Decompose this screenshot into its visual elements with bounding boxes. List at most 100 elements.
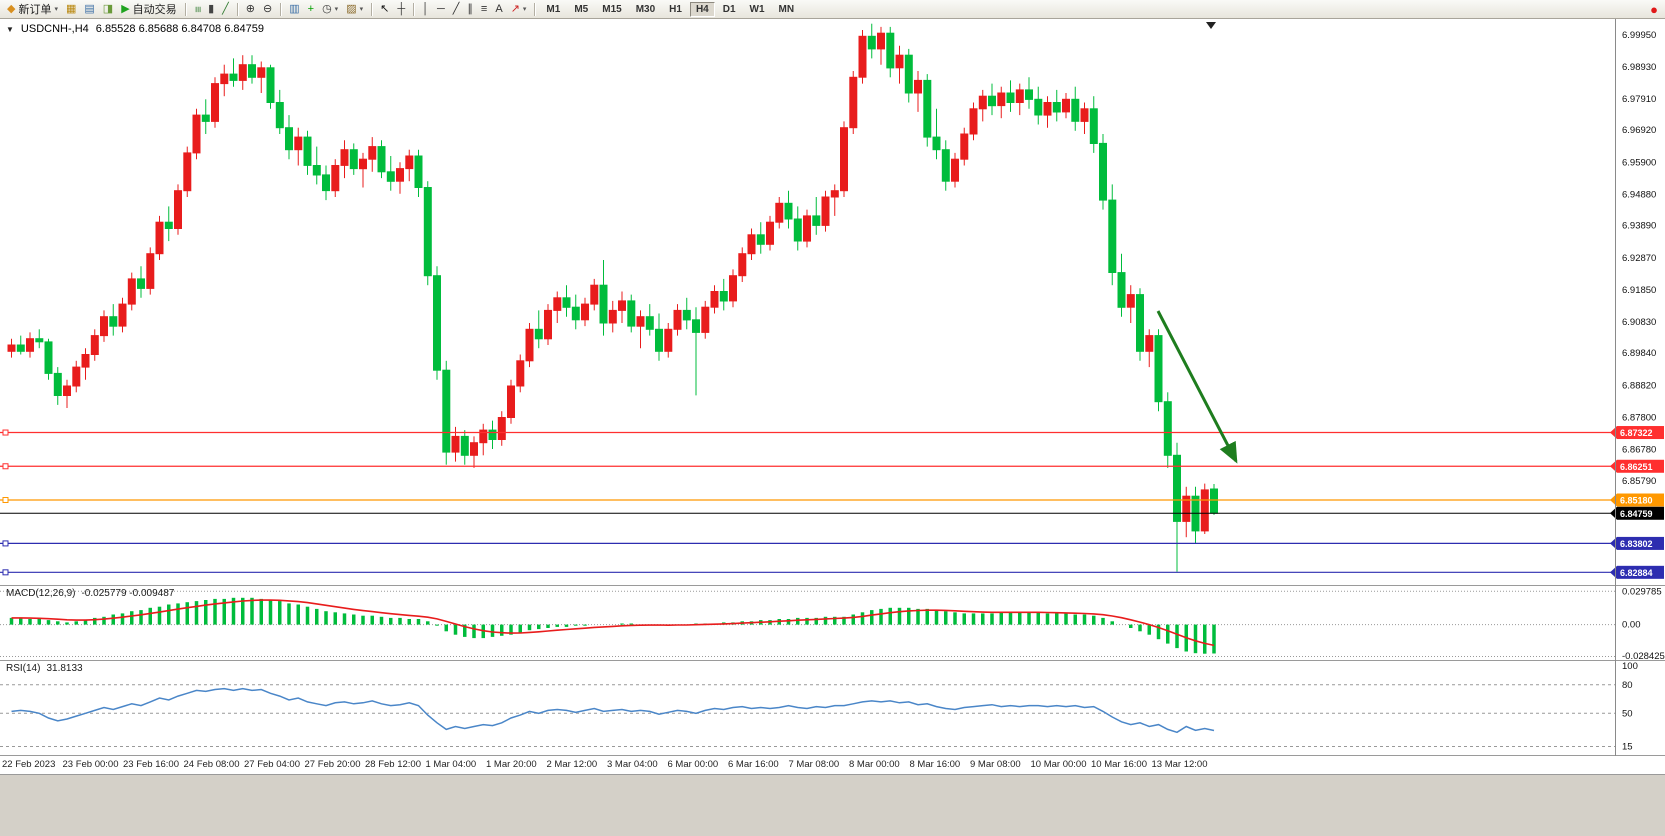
profiles-button[interactable]: ▤ (80, 1, 98, 18)
templates-icon: ▨ (346, 2, 357, 15)
tile-windows-button[interactable]: ▥ (285, 1, 303, 18)
cursor-button[interactable]: ↖ (376, 1, 393, 18)
zoom-out-button[interactable]: ⊖ (259, 1, 276, 18)
candle-bearish (562, 297, 571, 308)
periods-button[interactable]: ◷ ▾ (318, 1, 342, 18)
candlestick-type-button[interactable]: ▮ (204, 1, 218, 18)
candle-bullish (118, 303, 127, 327)
arrows-button[interactable]: ↗ ▾ (507, 1, 531, 18)
line-anchor-handle[interactable] (2, 540, 9, 547)
time-axis-label: 2 Mar 12:00 (546, 759, 598, 770)
time-axis-label: 7 Mar 08:00 (788, 759, 840, 770)
drawn-trend-arrow[interactable] (1156, 310, 1238, 464)
timeframe-button-h4[interactable]: H4 (689, 1, 715, 17)
candle-bearish (488, 429, 497, 441)
price-badge-label: 6.82884 (1620, 568, 1653, 578)
candle-bearish (303, 136, 312, 166)
ohlc-values-label: 6.85528 6.85688 6.84708 6.84759 (95, 23, 264, 35)
timeframe-button-mn[interactable]: MN (778, 3, 795, 15)
chart-shift-marker-icon (1206, 22, 1216, 29)
zoom-in-button[interactable]: ⊕ (242, 1, 259, 18)
candle-bearish (756, 234, 765, 245)
candle-bullish (220, 73, 229, 85)
collapse-panel-icon[interactable]: ▼ (6, 24, 14, 34)
status-record-icon[interactable]: ● (1646, 1, 1662, 18)
price-chart-canvas[interactable]: 6.99950 6.98930 6.97910 6.96920 6.95900 6.948… (0, 19, 1665, 586)
bottom-strip (0, 774, 1665, 832)
indicators-button[interactable]: + (304, 1, 318, 18)
data-window-button[interactable]: ◨ (99, 1, 117, 18)
macd-indicator-panel[interactable]: 0.029785 0.00 -0.028425 MACD(12,26,9) -0.0… (0, 586, 1665, 661)
candle-bullish (63, 385, 71, 396)
candle-bearish (1034, 98, 1043, 116)
time-axis-label: 23 Feb 00:00 (62, 759, 119, 770)
timeframe-button-m30[interactable]: M30 (635, 3, 656, 15)
timeframe-button-h1[interactable]: H1 (669, 3, 682, 15)
candle-bearish (460, 435, 469, 456)
candle-bullish (127, 278, 136, 305)
candles-layer (7, 23, 1218, 572)
timeframe-button-m15[interactable]: M15 (602, 3, 622, 15)
bar-chart-type-button[interactable]: ≡ (190, 1, 204, 18)
candle-bearish (1163, 401, 1172, 456)
crosshair-button[interactable]: ┼ (393, 1, 409, 18)
time-axis-label: 10 Mar 16:00 (1091, 759, 1147, 770)
rsi-indicator-panel[interactable]: 100 80 50 15 RSI(14) 31.8133 (0, 661, 1665, 756)
price-axis-label: 6.87800 (1622, 412, 1656, 423)
candle-bullish (497, 417, 506, 440)
candle-bearish (423, 187, 432, 277)
candle-bullish (951, 158, 959, 182)
line-chart-type-icon: ╱ (222, 2, 229, 15)
candle-bullish (405, 155, 414, 170)
macd-axis-label: 0.029785 (1622, 586, 1662, 597)
candle-bearish (433, 275, 441, 371)
candle-bullish (1080, 108, 1089, 122)
time-axis[interactable]: 22 Feb 2023 23 Feb 00:00 23 Feb 16:00 24 Fe… (0, 756, 1665, 774)
candle-bearish (201, 114, 210, 122)
candle-bullish (7, 344, 16, 352)
time-axis-label: 8 Mar 00:00 (849, 759, 900, 770)
toolbar-separator (534, 2, 536, 16)
vertical-line-button[interactable]: │ (418, 1, 433, 18)
autotrading-button[interactable]: ▶ 自动交易 (117, 1, 180, 18)
candle-bullish (174, 190, 182, 229)
candle-bearish (109, 316, 118, 327)
candle-bearish (599, 284, 608, 324)
candle-bearish (682, 309, 691, 321)
line-anchor-handle[interactable] (2, 463, 9, 470)
candle-bearish (1099, 142, 1107, 201)
chart-windows-button[interactable]: ▦ (62, 1, 80, 18)
candle-bullish (1015, 89, 1024, 104)
timeframe-button-d1[interactable]: D1 (722, 3, 736, 15)
candle-bearish (137, 278, 145, 289)
timeframe-button-w1[interactable]: W1 (749, 3, 765, 15)
data-window-icon: ◨ (102, 2, 114, 15)
line-anchor-handle[interactable] (2, 429, 9, 436)
candle-bearish (655, 328, 663, 352)
line-anchor-handle[interactable] (2, 569, 9, 576)
fibonacci-button[interactable]: ≡ (477, 1, 491, 18)
timeframe-button-m1[interactable]: M1 (546, 3, 561, 15)
templates-button[interactable]: ▨ ▾ (342, 1, 367, 18)
candle-bearish (164, 221, 173, 229)
profiles-icon: ▤ (84, 2, 95, 15)
price-axis-label: 6.99950 (1622, 30, 1656, 41)
price-axis-label: 6.96920 (1622, 125, 1656, 136)
candle-bearish (719, 291, 728, 302)
candle-bullish (72, 366, 81, 387)
candle-bullish (673, 309, 682, 330)
line-anchor-handle[interactable] (2, 497, 9, 504)
candle-bullish (701, 306, 710, 333)
candle-bearish (886, 32, 895, 69)
rsi-axis-label: 15 (1622, 742, 1633, 753)
trendline-button[interactable]: ╱ (449, 1, 464, 18)
timeframe-button-m5[interactable]: M5 (574, 3, 589, 15)
new-order-icon: ◆ (7, 2, 16, 15)
text-button[interactable]: A (491, 1, 506, 18)
price-chart-panel[interactable]: 6.99950 6.98930 6.97910 6.96920 6.95900 6.948… (0, 19, 1665, 586)
candle-bearish (44, 341, 53, 374)
new-order-button[interactable]: ◆ 新订单 ▾ (3, 1, 62, 18)
channel-button[interactable]: ∥ (463, 1, 477, 18)
line-chart-type-button[interactable]: ╱ (218, 1, 233, 18)
horizontal-line-button[interactable]: ─ (433, 1, 449, 18)
